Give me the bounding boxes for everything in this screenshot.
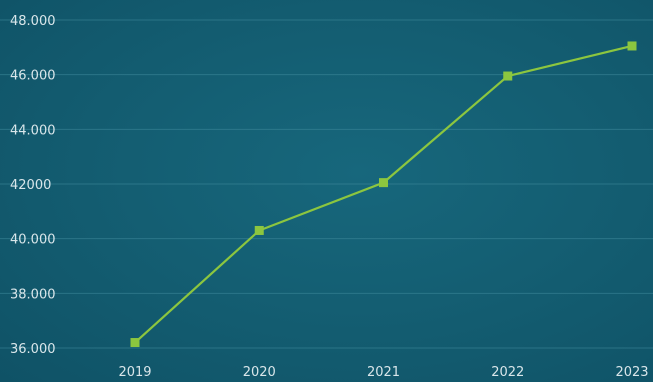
x-tick-label: 2021 bbox=[367, 365, 400, 380]
data-point-marker bbox=[379, 178, 388, 188]
data-point-marker bbox=[627, 41, 637, 51]
y-tick-label: 40.000 bbox=[10, 233, 56, 248]
y-tick-label: 36.000 bbox=[10, 342, 56, 357]
y-tick-label: 44.000 bbox=[10, 123, 56, 138]
x-tick-label: 2023 bbox=[615, 365, 648, 380]
y-axis-tick-labels: 48.000 46.000 44.000 42000 40.000 38.000 36.00… bbox=[10, 14, 56, 357]
x-tick-label: 2020 bbox=[243, 365, 276, 380]
series-layer bbox=[130, 41, 637, 348]
data-point-marker bbox=[503, 71, 513, 81]
x-axis-tick-labels: 2019 2020 2021 2022 2023 bbox=[118, 365, 648, 380]
y-tick-label: 38.000 bbox=[10, 287, 56, 302]
x-tick-label: 2022 bbox=[491, 365, 524, 380]
x-tick-label: 2019 bbox=[118, 365, 151, 380]
series-line bbox=[133, 44, 634, 344]
grid-lines bbox=[0, 19, 653, 349]
data-point-marker bbox=[254, 225, 264, 235]
y-tick-label: 48.000 bbox=[10, 14, 56, 29]
data-point-marker bbox=[130, 338, 140, 348]
y-tick-label: 46.000 bbox=[10, 69, 56, 84]
y-tick-label: 42000 bbox=[10, 178, 51, 193]
